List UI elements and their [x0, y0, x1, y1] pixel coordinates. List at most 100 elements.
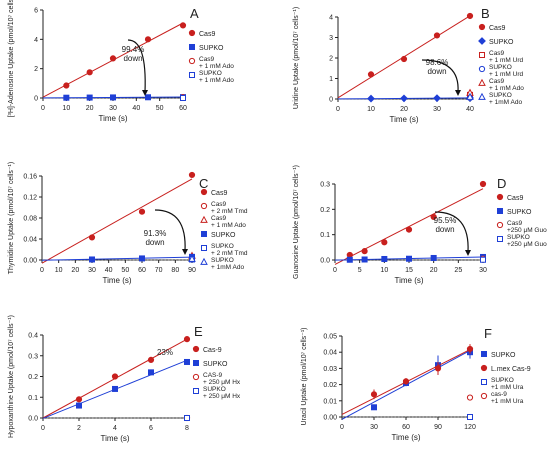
legend-label: L.mex Cas-9	[491, 366, 531, 373]
x-tick-label: 0	[340, 424, 344, 431]
x-tick-label: 30	[109, 105, 117, 112]
x-tick-label: 10	[55, 267, 63, 274]
x-tick-label: 120	[464, 424, 476, 431]
legend-label: SUPKO	[489, 39, 514, 46]
x-tick-label: 90	[434, 424, 442, 431]
y-tick-label: 0.03	[323, 366, 337, 373]
y-tick-label: 0	[329, 97, 333, 104]
data-point	[183, 336, 191, 343]
data-point	[111, 373, 119, 380]
series-supko	[337, 94, 474, 103]
legend-entry: SUPKO	[201, 231, 236, 239]
arrow-head	[142, 90, 148, 96]
data-point	[434, 365, 442, 372]
legend-marker	[200, 188, 208, 196]
x-tick-label: 25	[454, 267, 462, 274]
legend-entry: Cas9	[478, 23, 505, 32]
data-point	[346, 256, 353, 263]
series-supko-1-mm-ura	[467, 414, 473, 420]
x-tick-label: 50	[121, 267, 129, 274]
data-point	[184, 415, 190, 421]
legend-entry: SUPKO	[193, 360, 228, 368]
series-supko	[42, 358, 190, 419]
data-point	[466, 12, 474, 20]
x-tick-label: 5	[358, 267, 362, 274]
legend-label: Cas9	[507, 195, 523, 202]
x-tick-label: 30	[479, 267, 487, 274]
x-axis-label: Time (s)	[98, 114, 127, 123]
chart-panel-E: 0 2 4 6 8 0.0 0.1 0.2 0.3 0.4 Time (s) Hypoxanthine…	[8, 315, 241, 443]
arrow-head	[465, 250, 471, 256]
series-cas-9	[42, 336, 191, 419]
legend-label: Cas9	[211, 215, 227, 222]
data-point	[63, 82, 70, 89]
x-tick-label: 30	[370, 424, 378, 431]
legend-label: SUPKO	[199, 70, 222, 77]
x-tick-label: 15	[405, 267, 413, 274]
series-supko-1-mm-ado	[180, 95, 186, 101]
annotation-text: 95.5%	[434, 216, 457, 225]
legend-label: Cas9	[211, 201, 227, 208]
x-tick-label: 10	[62, 105, 70, 112]
legend-marker	[189, 44, 195, 50]
x-tick-label: 8	[185, 425, 189, 432]
legend-entry: Cas9	[188, 29, 215, 38]
legend-marker	[496, 193, 504, 201]
x-tick-label: 6	[149, 425, 153, 432]
x-axis-label: Time (s)	[100, 434, 129, 443]
data-point	[148, 369, 154, 376]
data-point	[430, 254, 437, 261]
panel-label: B	[481, 6, 490, 21]
data-point	[86, 94, 93, 101]
legend-label: Cas9	[507, 220, 523, 227]
y-tick-label: 0.0	[28, 416, 38, 423]
data-point	[184, 358, 190, 365]
y-axis-label: [³H]-Adenosine Uptake (pmol/10⁷ cells⁻¹)	[8, 0, 15, 117]
legend-label: +250 μM Guo	[507, 241, 547, 248]
chart-panel-D: 0 5 10 15 20 25 30 0.0 0.1 0.2 0.3 Time (s) Guanosin…	[293, 165, 547, 285]
series-cas9	[337, 12, 474, 99]
legend-marker	[496, 221, 504, 229]
y-tick-label: 0.04	[323, 350, 337, 357]
panel-label: D	[497, 176, 506, 191]
legend-entry: Cas9	[200, 188, 227, 197]
legend-entry: SUPKO+ 1mM Ado	[478, 92, 522, 106]
y-tick-label: 0.00	[323, 415, 337, 422]
series-cas9	[41, 171, 196, 264]
panel-label: C	[199, 176, 208, 191]
legend-entry: Cas9+ 2 mM Tmd	[200, 201, 248, 215]
legend-label: + 250 μM Hx	[203, 393, 241, 400]
data-point	[145, 94, 151, 101]
legend-label: + 1mM Ado	[489, 99, 522, 106]
legend-entry: Cas-9	[192, 345, 222, 354]
legend-label: SUPKO	[489, 64, 512, 71]
annotation-arrow	[154, 209, 186, 252]
y-axis-label: Thymidine Uptake (pmol/10⁷ cells⁻¹)	[8, 162, 15, 274]
x-axis-label: Time (s)	[394, 276, 423, 285]
y-tick-label: 6	[34, 8, 38, 15]
data-point	[361, 248, 368, 255]
series-supko	[41, 253, 195, 263]
legend-label: SUPKO	[199, 45, 224, 52]
data-point	[402, 378, 410, 385]
x-tick-label: 0	[41, 425, 45, 432]
annotation-text: down	[145, 238, 164, 247]
y-tick-label: 0.2	[320, 207, 330, 214]
legend-marker	[480, 364, 488, 372]
legend-marker	[478, 23, 486, 31]
legend-label: SUPKO	[489, 92, 512, 99]
legend-entry: SUPKO	[481, 351, 516, 359]
legend-marker	[192, 345, 200, 353]
x-tick-label: 30	[88, 267, 96, 274]
legend-label: Cas9	[489, 25, 505, 32]
legend-label: SUPKO	[203, 361, 228, 368]
data-point	[188, 254, 196, 262]
x-tick-label: 0	[41, 105, 45, 112]
annotation-text: 98.6%	[426, 58, 449, 67]
legend-marker	[497, 208, 503, 214]
data-point	[479, 180, 487, 188]
legend-label: CAS-9	[203, 372, 223, 379]
series-supko-250-m-hx	[184, 415, 190, 421]
legend-entry: SUPKO+ 1mM Ado	[200, 257, 244, 271]
legend-label: +1 mM Ura	[491, 398, 524, 405]
